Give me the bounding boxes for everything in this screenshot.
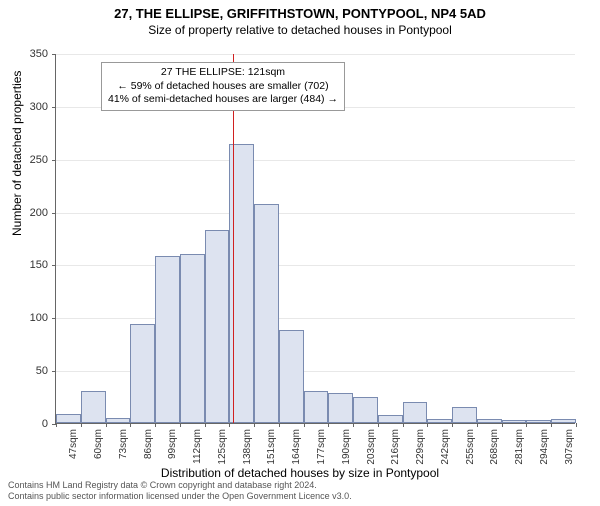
x-axis-label: Distribution of detached houses by size … bbox=[0, 466, 600, 480]
page-title: 27, THE ELLIPSE, GRIFFITHSTOWN, PONTYPOO… bbox=[0, 6, 600, 21]
annotation-line-1: 27 THE ELLIPSE: 121sqm bbox=[108, 66, 338, 80]
xtick-mark bbox=[279, 423, 280, 427]
footer-line-2: Contains public sector information licen… bbox=[8, 491, 352, 502]
xtick-mark bbox=[378, 423, 379, 427]
xtick-label: 151sqm bbox=[266, 429, 277, 465]
xtick-mark bbox=[205, 423, 206, 427]
annotation-line-2: ← 59% of detached houses are smaller (70… bbox=[108, 80, 338, 94]
gridline bbox=[56, 54, 575, 55]
page-subtitle: Size of property relative to detached ho… bbox=[0, 23, 600, 37]
xtick-label: 255sqm bbox=[465, 429, 476, 465]
ytick-label: 100 bbox=[18, 312, 56, 324]
xtick-label: 294sqm bbox=[539, 429, 550, 465]
footer: Contains HM Land Registry data © Crown c… bbox=[8, 480, 352, 502]
xtick-label: 164sqm bbox=[291, 429, 302, 465]
gridline bbox=[56, 160, 575, 161]
xtick-mark bbox=[81, 423, 82, 427]
histogram-bar bbox=[477, 419, 502, 423]
xtick-label: 216sqm bbox=[390, 429, 401, 465]
xtick-mark bbox=[180, 423, 181, 427]
histogram-bar bbox=[378, 415, 403, 423]
xtick-label: 177sqm bbox=[316, 429, 327, 465]
histogram-bar bbox=[155, 256, 180, 423]
xtick-label: 47sqm bbox=[68, 429, 79, 459]
xtick-mark bbox=[477, 423, 478, 427]
xtick-label: 99sqm bbox=[167, 429, 178, 459]
xtick-mark bbox=[551, 423, 552, 427]
xtick-mark bbox=[576, 423, 577, 427]
chart-container: 05010015020025030035047sqm60sqm73sqm86sq… bbox=[55, 54, 575, 424]
xtick-label: 229sqm bbox=[415, 429, 426, 465]
ytick-label: 50 bbox=[18, 365, 56, 377]
xtick-label: 73sqm bbox=[118, 429, 129, 459]
xtick-mark bbox=[130, 423, 131, 427]
xtick-mark bbox=[229, 423, 230, 427]
xtick-label: 190sqm bbox=[341, 429, 352, 465]
ytick-label: 200 bbox=[18, 207, 56, 219]
histogram-bar bbox=[427, 419, 452, 423]
ytick-label: 150 bbox=[18, 259, 56, 271]
footer-line-1: Contains HM Land Registry data © Crown c… bbox=[8, 480, 352, 491]
ytick-label: 300 bbox=[18, 101, 56, 113]
xtick-mark bbox=[155, 423, 156, 427]
histogram-bar bbox=[106, 418, 131, 423]
xtick-label: 138sqm bbox=[242, 429, 253, 465]
histogram-bar bbox=[551, 419, 576, 423]
xtick-mark bbox=[502, 423, 503, 427]
gridline bbox=[56, 265, 575, 266]
histogram-bar bbox=[526, 420, 551, 423]
ytick-label: 250 bbox=[18, 154, 56, 166]
xtick-mark bbox=[56, 423, 57, 427]
histogram-bar bbox=[81, 391, 106, 423]
xtick-mark bbox=[328, 423, 329, 427]
histogram-bar bbox=[304, 391, 329, 423]
xtick-mark bbox=[427, 423, 428, 427]
xtick-mark bbox=[254, 423, 255, 427]
histogram-bar bbox=[254, 204, 279, 423]
xtick-label: 242sqm bbox=[440, 429, 451, 465]
histogram-bar bbox=[353, 397, 378, 423]
histogram-bar bbox=[328, 393, 353, 423]
gridline bbox=[56, 213, 575, 214]
histogram-bar bbox=[56, 414, 81, 424]
xtick-mark bbox=[304, 423, 305, 427]
xtick-label: 307sqm bbox=[564, 429, 575, 465]
gridline bbox=[56, 318, 575, 319]
xtick-label: 60sqm bbox=[93, 429, 104, 459]
xtick-label: 112sqm bbox=[192, 429, 203, 464]
xtick-mark bbox=[106, 423, 107, 427]
histogram-bar bbox=[502, 420, 527, 423]
histogram-bar bbox=[130, 324, 155, 423]
xtick-label: 203sqm bbox=[366, 429, 377, 465]
xtick-label: 268sqm bbox=[489, 429, 500, 465]
xtick-mark bbox=[526, 423, 527, 427]
xtick-label: 281sqm bbox=[514, 429, 525, 465]
xtick-mark bbox=[353, 423, 354, 427]
xtick-mark bbox=[403, 423, 404, 427]
ytick-label: 350 bbox=[18, 48, 56, 60]
histogram-bar bbox=[452, 407, 477, 423]
annotation-box: 27 THE ELLIPSE: 121sqm ← 59% of detached… bbox=[101, 62, 345, 111]
histogram-bar bbox=[403, 402, 428, 423]
histogram-bar bbox=[205, 230, 230, 423]
histogram-bar bbox=[180, 254, 205, 423]
histogram-bar bbox=[279, 330, 304, 423]
xtick-mark bbox=[452, 423, 453, 427]
annotation-line-3: 41% of semi-detached houses are larger (… bbox=[108, 93, 338, 107]
xtick-label: 125sqm bbox=[217, 429, 228, 465]
xtick-label: 86sqm bbox=[143, 429, 154, 459]
ytick-label: 0 bbox=[18, 418, 56, 430]
